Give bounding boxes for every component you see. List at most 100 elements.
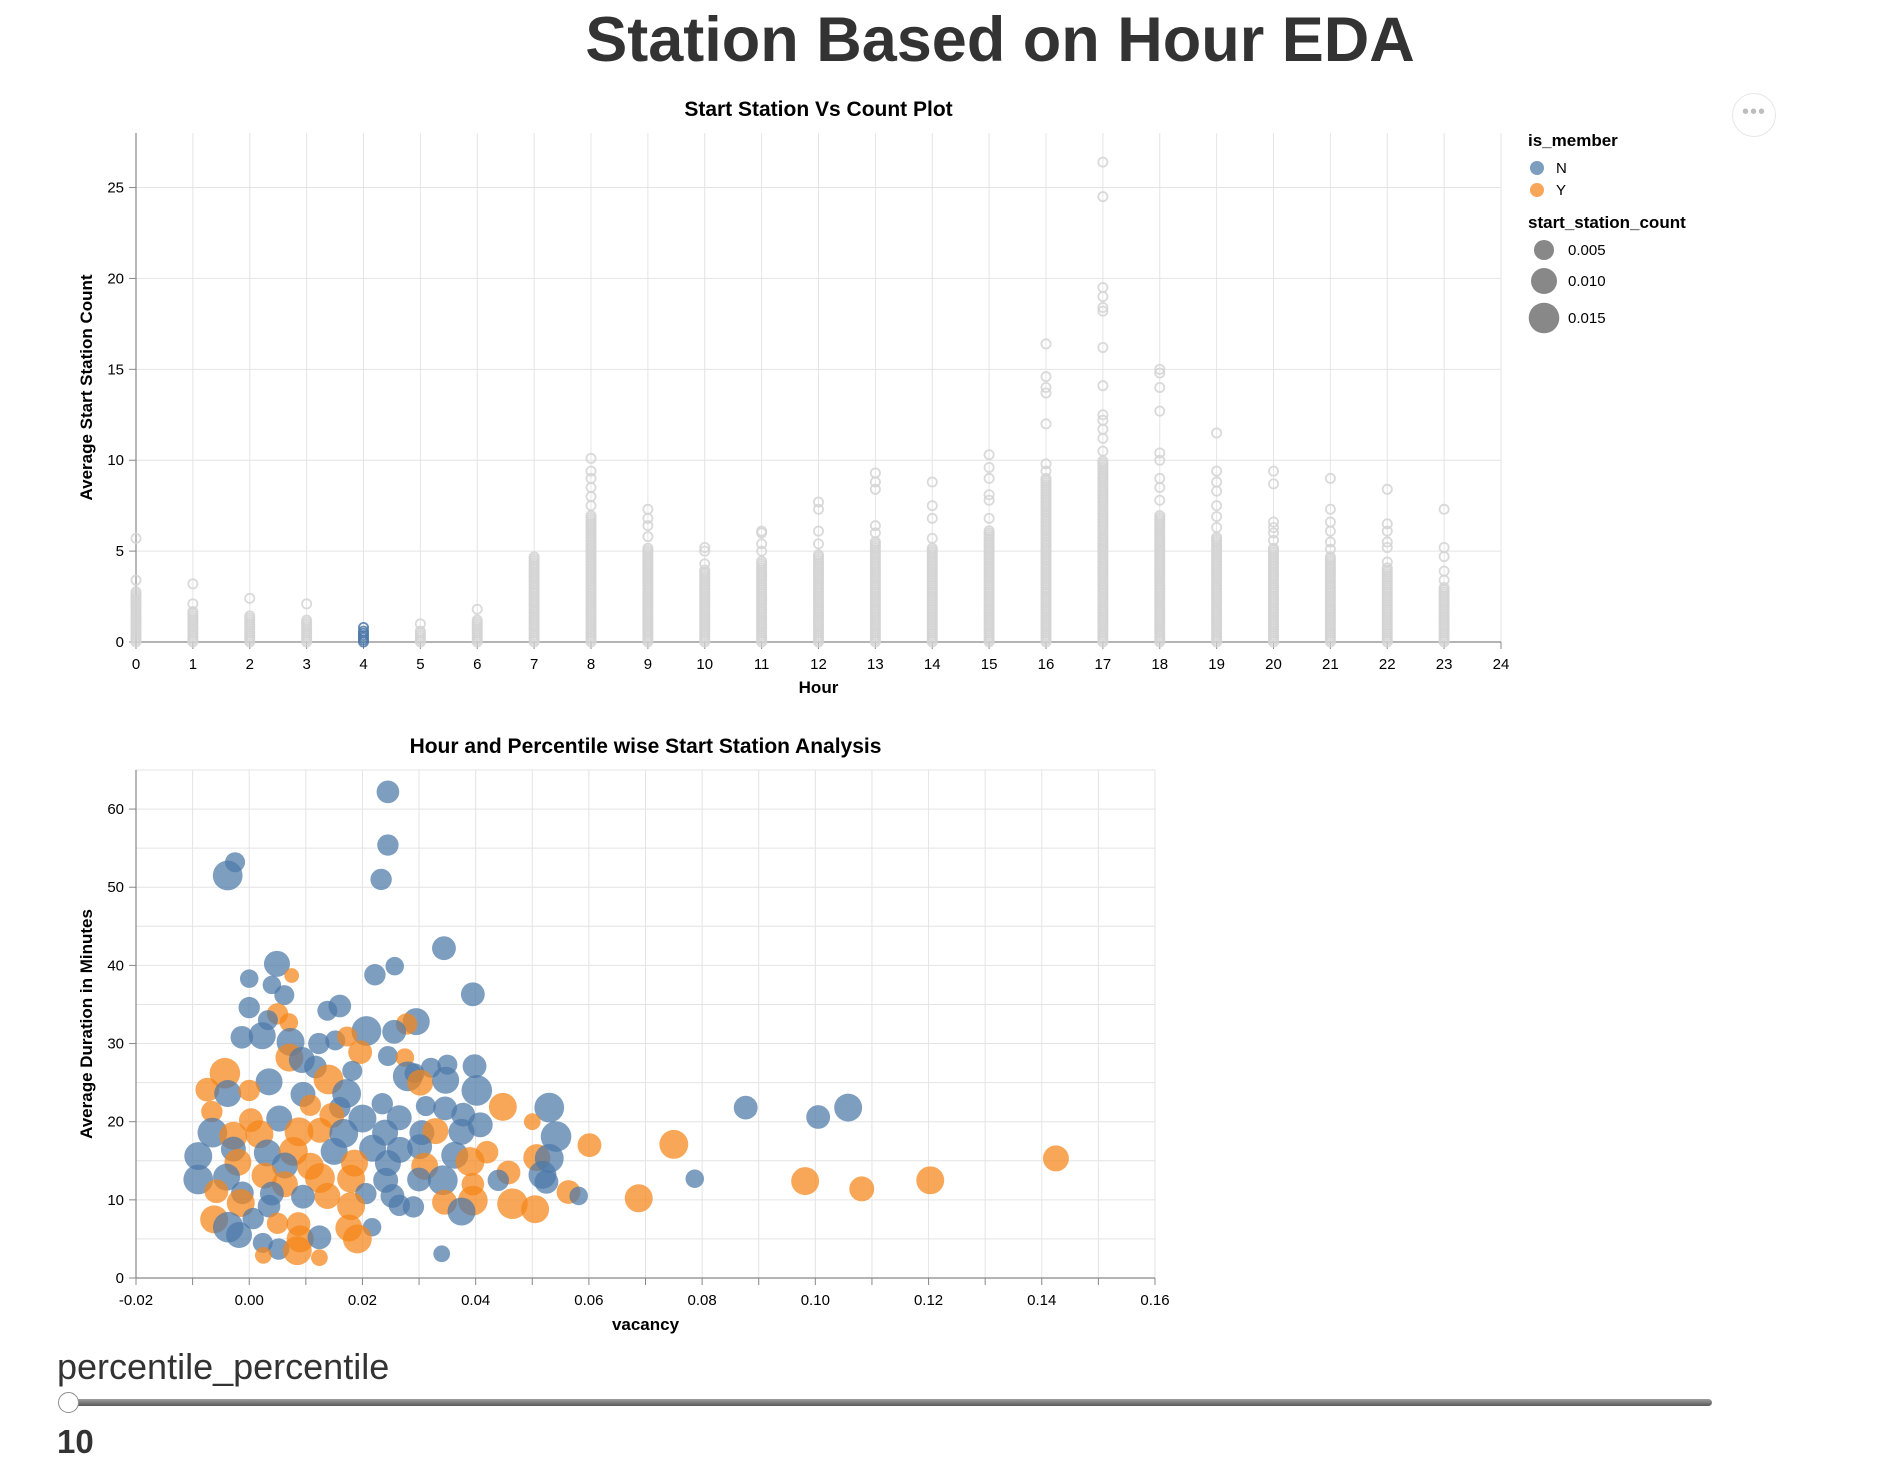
chart1-point	[1211, 476, 1223, 488]
chart2-point	[448, 1118, 475, 1145]
chart1-point	[1154, 405, 1166, 417]
chart1-point	[813, 538, 825, 550]
chart1-point	[699, 558, 711, 570]
chart2-x-tick-label: 0.08	[688, 1292, 717, 1309]
chart1-point	[1154, 472, 1166, 484]
legend-color-swatch	[1530, 183, 1544, 197]
chart1-point	[813, 503, 825, 515]
chart2-point	[432, 936, 456, 961]
chart1-point	[1154, 494, 1166, 506]
chart1-point	[414, 618, 426, 630]
chart1-point	[1211, 521, 1223, 533]
chart1-point	[983, 525, 995, 537]
chart1-point	[869, 467, 881, 479]
chart1-point	[1381, 556, 1393, 568]
chart2-point	[311, 1249, 328, 1267]
chart2-x-tick-label: -0.02	[119, 1292, 153, 1309]
chart1-point	[1268, 527, 1280, 539]
chart2-point	[317, 1000, 338, 1021]
chart1-point	[1097, 282, 1109, 294]
chart2-point	[534, 1169, 559, 1194]
chart1-point	[1381, 518, 1393, 530]
chart1-point	[1268, 521, 1280, 533]
chart1-point	[1381, 536, 1393, 548]
percentile-slider-thumb[interactable]	[58, 1392, 79, 1413]
chart1-point	[1438, 541, 1450, 553]
legend-color-swatch	[1530, 161, 1544, 175]
chart1-point	[1154, 509, 1166, 521]
chart1-point	[1268, 534, 1280, 546]
chart2-point	[1042, 1145, 1069, 1172]
chart2-point	[364, 964, 386, 986]
chart2-point	[254, 1246, 272, 1264]
chart1-point	[756, 545, 768, 557]
chart1-point	[926, 476, 938, 488]
chart2-point	[382, 1019, 407, 1044]
percentile-slider-track[interactable]	[60, 1399, 1712, 1406]
chart1-x-tick-label: 11	[754, 656, 770, 673]
chart1-point	[699, 541, 711, 553]
chart1-point	[471, 614, 483, 626]
chart2-y-axis-title: Average Duration in Minutes	[77, 909, 96, 1139]
chart2-point	[201, 1100, 223, 1123]
chart1-point	[357, 621, 369, 633]
chart2-point	[834, 1093, 863, 1122]
chart1-point	[869, 527, 881, 539]
chart1-point	[869, 520, 881, 532]
chart1-point	[1097, 302, 1109, 314]
chart1-point	[1381, 525, 1393, 537]
chart2-point	[402, 1196, 425, 1218]
legend-size-label: 0.010	[1568, 273, 1606, 290]
chart2-point	[212, 860, 243, 891]
chart1-point	[244, 592, 256, 604]
chart2-point	[242, 1207, 264, 1230]
chart2-point	[257, 1194, 281, 1218]
chart2-point	[279, 1013, 299, 1032]
chart1-point	[1154, 363, 1166, 375]
chart1-x-tick-label: 16	[1038, 656, 1055, 673]
chart1-point	[642, 503, 654, 515]
chart1-point	[1040, 472, 1052, 484]
chart1-point	[1154, 447, 1166, 459]
chart1-x-tick-label: 22	[1379, 656, 1396, 673]
chart2-point	[284, 968, 300, 983]
chart2-point	[351, 1016, 382, 1046]
chart1-point	[983, 461, 995, 473]
chart1-point	[187, 605, 199, 617]
chart2-point	[266, 1212, 289, 1234]
chart2-point	[427, 1165, 458, 1196]
chart2-point	[659, 1129, 689, 1159]
chart2-point	[299, 1094, 322, 1116]
page-title: Station Based on Hour EDA	[585, 5, 1415, 75]
chart1-point	[1040, 418, 1052, 430]
chart1-point	[1097, 380, 1109, 392]
legend-size-label: 0.005	[1568, 242, 1606, 259]
chart2-y-tick-label: 30	[107, 1036, 124, 1053]
chart1-y-tick-label: 20	[107, 270, 124, 287]
legend-size-title: start_station_count	[1528, 213, 1686, 232]
chart2-point	[238, 1079, 260, 1102]
chart1-point	[1040, 465, 1052, 477]
chart2-point	[342, 1060, 363, 1081]
chart1-point	[1438, 581, 1450, 593]
chart1-x-tick-label: 4	[359, 656, 367, 673]
chart1-x-tick-label: 15	[981, 656, 998, 673]
chart2-point	[407, 1167, 431, 1192]
chart2-point	[195, 1077, 220, 1102]
actions-menu-button[interactable]: •••	[1732, 93, 1776, 137]
chart2-y-tick-label: 10	[107, 1192, 124, 1209]
chart1-point	[1097, 409, 1109, 421]
chart1-point	[301, 614, 313, 626]
chart1-x-tick-label: 9	[644, 656, 652, 673]
chart2-y-tick-label: 40	[107, 957, 124, 974]
legend-color-label: N	[1556, 160, 1567, 177]
chart2-point	[320, 1137, 348, 1165]
chart1-x-tick-label: 5	[416, 656, 424, 673]
chart1-y-tick-label: 25	[107, 180, 124, 197]
chart2-x-tick-label: 0.06	[574, 1292, 603, 1309]
chart1-x-tick-label: 14	[924, 656, 941, 673]
slider-value: 10	[57, 1423, 94, 1460]
chart2-point	[197, 1117, 228, 1148]
chart1-point	[983, 512, 995, 524]
chart2-point	[214, 1080, 242, 1108]
